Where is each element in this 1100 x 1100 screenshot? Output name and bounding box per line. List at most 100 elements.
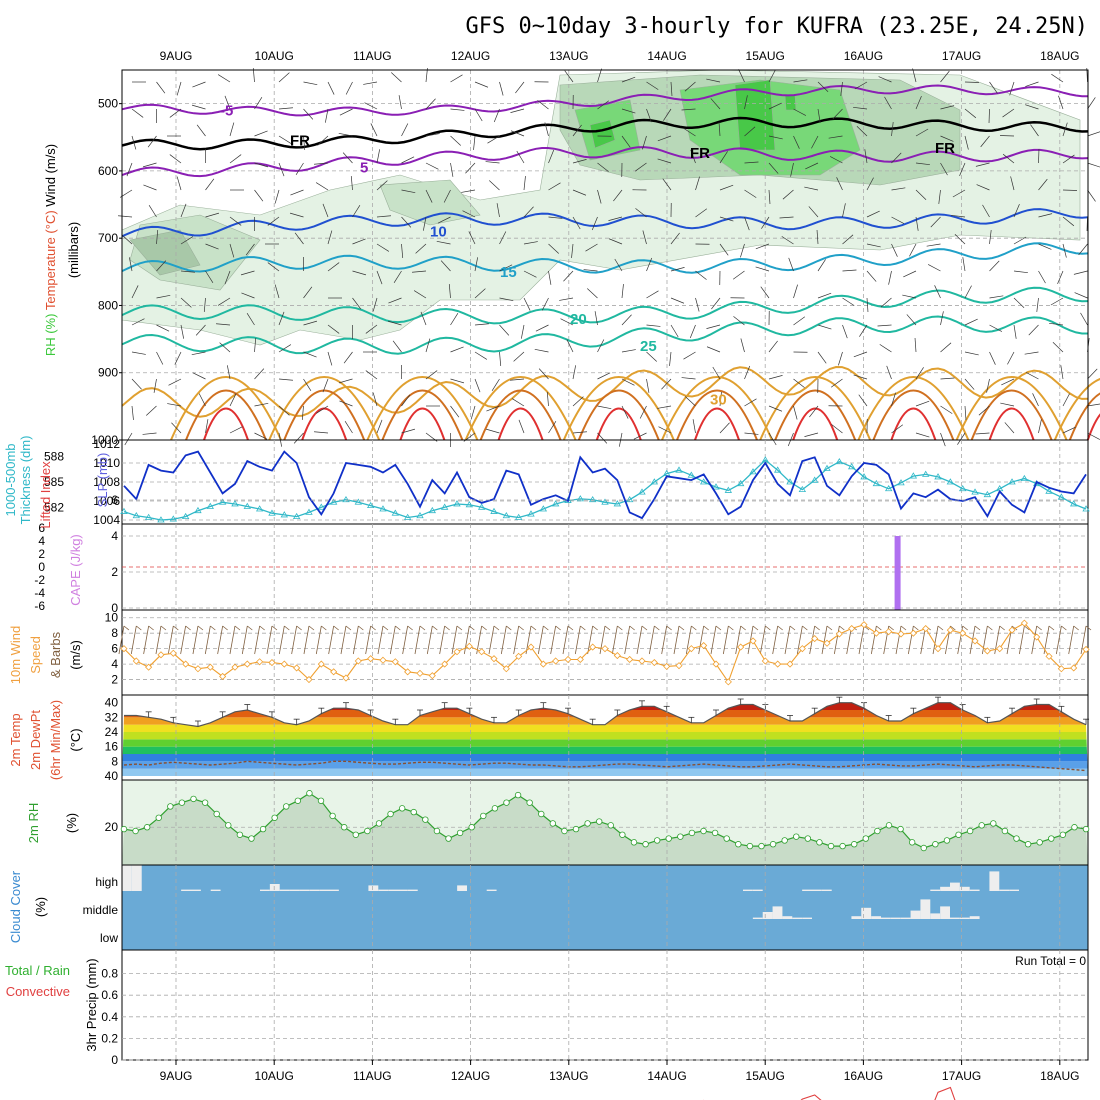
rh-marker [259, 825, 267, 833]
wind-barb [683, 128, 696, 137]
surface-wind-barb [229, 625, 236, 655]
wind-barb [465, 162, 476, 174]
wind-barb [523, 297, 531, 311]
wind-barb [462, 210, 476, 218]
thickness-marker [465, 501, 474, 508]
wind-tick-label: 4 [111, 657, 118, 671]
wind-barb [842, 297, 855, 306]
contour--5 [121, 84, 1088, 117]
wind-barb [229, 122, 235, 137]
rh-marker [340, 824, 348, 831]
warm-contour-loop [283, 389, 366, 441]
surface-wind-barb-flag [185, 625, 191, 631]
surface-wind-barb [365, 625, 372, 655]
wind-barb [499, 264, 513, 272]
wind-barb [793, 316, 806, 326]
wind-barb [854, 81, 868, 90]
wind-barb [327, 262, 340, 272]
wind-barb [437, 216, 451, 224]
wind-speed-marker [1033, 633, 1041, 641]
rh-marker [1013, 835, 1020, 842]
wind-barb [548, 420, 557, 434]
wind-barb [344, 420, 353, 434]
wind-barb [940, 70, 950, 83]
wind-barb [719, 243, 729, 256]
wind-speed-marker [490, 655, 498, 663]
cape-tick-label: 6 [111, 493, 118, 507]
pressure-tick-label: 500 [98, 97, 118, 111]
contour-10 [121, 208, 1089, 238]
wind-speed-marker [724, 678, 732, 686]
surface-wind-barb-flag [234, 625, 241, 631]
wind-barb [906, 314, 917, 326]
wind-speed-marker [330, 668, 338, 676]
cloud-bar-high [1009, 889, 1019, 891]
wind-barb [986, 378, 990, 393]
thickness-marker [440, 503, 449, 510]
rh-marker [978, 822, 985, 829]
warm-contour-loop [203, 407, 249, 441]
thickness-marker [268, 509, 276, 516]
wind-barb [278, 162, 285, 177]
wind-speed-marker [169, 649, 177, 657]
wind-barb [989, 230, 992, 245]
temp-band [122, 768, 1088, 776]
ylabel-part: RH (%) [43, 314, 58, 357]
wind-barb [365, 370, 378, 380]
cloud-bar-high [940, 886, 950, 891]
warm-contour-loop [479, 389, 562, 441]
surface-wind-barb-flag [1085, 625, 1092, 631]
wind-barb [180, 297, 192, 308]
thickness-line [123, 459, 1087, 521]
cloud-bar-high [260, 889, 270, 891]
wind-barb [597, 189, 602, 204]
wind-barb [866, 297, 869, 312]
wind-barb [401, 428, 416, 434]
rh-marker [851, 841, 858, 848]
rh-marker [456, 829, 464, 837]
wind-speed-marker [268, 658, 276, 667]
cloud-bar-middle [881, 917, 891, 919]
wind-speed-marker [712, 660, 720, 668]
wind-barb [915, 400, 930, 407]
thickness-marker [786, 478, 794, 485]
surface-wind-barb-flag [987, 625, 993, 631]
wind-barb [712, 366, 721, 380]
wind-barb [156, 260, 167, 272]
warm-contour-loop [1053, 378, 1100, 441]
rh-marker [445, 835, 452, 842]
wind-barb [1062, 243, 1067, 258]
wind-barb [768, 405, 783, 412]
rh-marker [874, 827, 881, 835]
wind-barb [1038, 178, 1048, 191]
wind-barb [450, 405, 460, 418]
wind-barb [1080, 312, 1088, 326]
rh-marker [619, 831, 626, 838]
surface-wind-barb [155, 625, 162, 655]
cloud-bar-high [486, 889, 497, 891]
li-tick-label: -4 [34, 586, 45, 600]
thickness-marker [379, 505, 387, 512]
warm-contour-loop [955, 376, 1068, 441]
surface-wind-barb-flag [1048, 625, 1055, 631]
surface-wind-barb [562, 625, 569, 655]
warm-contour-loop [185, 389, 267, 441]
precip-panel: Run Total = 0 0 0.2 0.4 0.6 0.8 Total / Rain C… [5, 949, 1089, 1067]
wind-speed-marker [194, 665, 202, 673]
surface-wind-barb-flag [900, 625, 907, 631]
wind-speed-marker [909, 629, 917, 637]
cloud-bar-high [309, 889, 320, 891]
wind-barb [191, 351, 206, 356]
wind-barb [338, 378, 353, 384]
wind-barb [805, 162, 819, 170]
surface-wind-barb-flag [345, 625, 352, 631]
wind-barb [474, 323, 489, 326]
wind-barb [793, 405, 798, 420]
wind-barb [156, 324, 170, 332]
wind-barb [597, 68, 602, 83]
surface-wind-barb [685, 625, 692, 655]
temp-tick-label: 24 [105, 725, 119, 739]
precip-tick-label: 0.4 [101, 1010, 118, 1024]
rh-marker [908, 839, 916, 846]
wind-barb [415, 243, 427, 254]
